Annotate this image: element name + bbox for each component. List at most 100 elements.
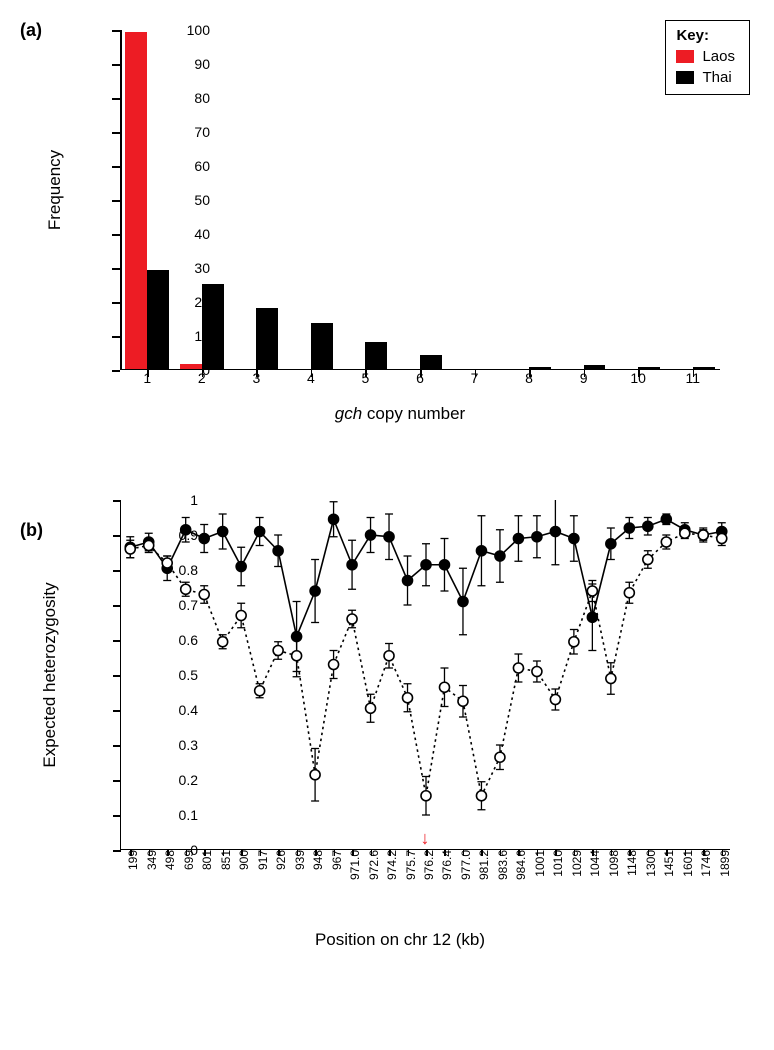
y-tick-label: 0.1	[148, 807, 198, 823]
y-tick-label: 0.6	[148, 632, 198, 648]
x-tick-label: 199	[126, 850, 140, 870]
x-tick-label: 4	[307, 370, 315, 386]
x-tick-label: 948	[311, 850, 325, 870]
y-tick-label: 10	[160, 328, 210, 344]
x-tick-label: 926	[274, 850, 288, 870]
arrow-down-icon: ↓	[421, 828, 430, 849]
data-point	[532, 661, 542, 682]
x-tick-label: 1148	[625, 850, 639, 876]
data-point	[199, 525, 209, 553]
data-point	[569, 630, 579, 655]
x-tick-label: 1601	[681, 850, 695, 877]
bar-thai	[365, 342, 387, 369]
data-point	[181, 582, 191, 596]
y-tick-label: 0.9	[148, 527, 198, 543]
x-tick-label: 975.7	[404, 850, 418, 880]
data-point	[458, 568, 468, 635]
x-tick-label: 971.0	[348, 850, 362, 880]
x-tick-label: 3	[252, 370, 260, 386]
data-point	[550, 689, 560, 710]
y-tick-label: 0.2	[148, 772, 198, 788]
x-tick-label: 6	[416, 370, 424, 386]
data-point	[310, 560, 320, 623]
data-point	[550, 500, 560, 565]
x-tick-label: 1029	[570, 850, 584, 877]
data-point	[476, 782, 486, 810]
data-point	[421, 777, 431, 816]
y-tick-label: 100	[160, 22, 210, 38]
bar-chart: Frequency gch copy number Key: LaosThai …	[50, 20, 750, 450]
data-point	[624, 518, 634, 539]
data-point	[273, 535, 283, 567]
x-tick-label: 801	[200, 850, 214, 870]
panel-b: (b) Expected heterozygosity Position on …	[20, 490, 754, 990]
x-tick-label: 1010	[551, 850, 565, 877]
x-tick-label: 939	[293, 850, 307, 870]
legend-title: Key:	[676, 27, 735, 44]
data-point	[643, 518, 653, 536]
legend: Key: Laos Thai	[665, 20, 750, 95]
data-point	[661, 535, 671, 549]
x-tick-label: 1300	[644, 850, 658, 877]
bar-thai	[584, 365, 606, 369]
y-tick-label: 0.8	[148, 562, 198, 578]
x-tick-label: 976.2	[422, 850, 436, 880]
bar-thai	[693, 367, 715, 369]
x-tick-label: 11	[685, 370, 700, 386]
x-axis-title-b: Position on chr 12 (kb)	[50, 930, 750, 950]
data-point	[384, 514, 394, 560]
bar-thai	[256, 308, 278, 369]
data-point	[255, 684, 265, 698]
data-point	[643, 551, 653, 569]
x-tick-label: 917	[256, 850, 270, 870]
x-tick-label: 974.2	[385, 850, 399, 880]
x-tick-label: 5	[362, 370, 370, 386]
x-tick-label: 972.6	[367, 850, 381, 880]
data-point	[329, 651, 339, 679]
x-tick-label: 851	[219, 850, 233, 870]
x-tick-label: 349	[145, 850, 159, 870]
data-point	[513, 654, 523, 682]
bar-thai	[311, 323, 333, 369]
y-tick-label: 0.4	[148, 702, 198, 718]
x-tick-label: 1899	[718, 850, 732, 877]
y-tick-label: 1	[148, 492, 198, 508]
data-point	[199, 586, 209, 604]
data-point	[421, 544, 431, 586]
y-tick-label: 50	[160, 192, 210, 208]
x-tick-label: 7	[471, 370, 479, 386]
data-point	[236, 547, 246, 586]
y-axis-title-b: Expected heterozygosity	[40, 582, 60, 767]
data-point	[347, 540, 357, 589]
data-point	[476, 516, 486, 586]
x-axis-title: gch copy number	[50, 404, 750, 424]
x-tick-label: 967	[330, 850, 344, 870]
data-point	[495, 745, 505, 770]
x-tick-label: 2	[198, 370, 206, 386]
x-tick-label: 498	[163, 850, 177, 870]
data-point	[273, 642, 283, 660]
bar-thai	[638, 367, 660, 369]
panel-a: (a) Frequency gch copy number Key: Laos T…	[20, 20, 754, 450]
data-point	[439, 668, 449, 707]
bar-thai	[420, 355, 442, 369]
legend-label: Laos	[702, 48, 735, 65]
data-point	[458, 686, 468, 718]
line-chart: Expected heterozygosity Position on chr …	[50, 490, 750, 990]
y-axis	[120, 30, 122, 369]
y-tick-label: 60	[160, 158, 210, 174]
x-tick-label: 1044	[588, 850, 602, 877]
y-tick-label: 90	[160, 56, 210, 72]
x-tick-label: 1	[143, 370, 151, 386]
data-point	[255, 518, 265, 546]
y-tick-label: 80	[160, 90, 210, 106]
y-tick-label: 0.5	[148, 667, 198, 683]
y-axis-title: Frequency	[45, 150, 65, 230]
panel-a-label: (a)	[20, 20, 42, 41]
legend-item: Thai	[676, 69, 735, 86]
x-tick-label: 1001	[533, 850, 547, 877]
x-tick-label: 900	[237, 850, 251, 870]
legend-item: Laos	[676, 48, 735, 65]
panel-b-label: (b)	[20, 520, 43, 541]
line-chart-svg	[121, 500, 731, 850]
